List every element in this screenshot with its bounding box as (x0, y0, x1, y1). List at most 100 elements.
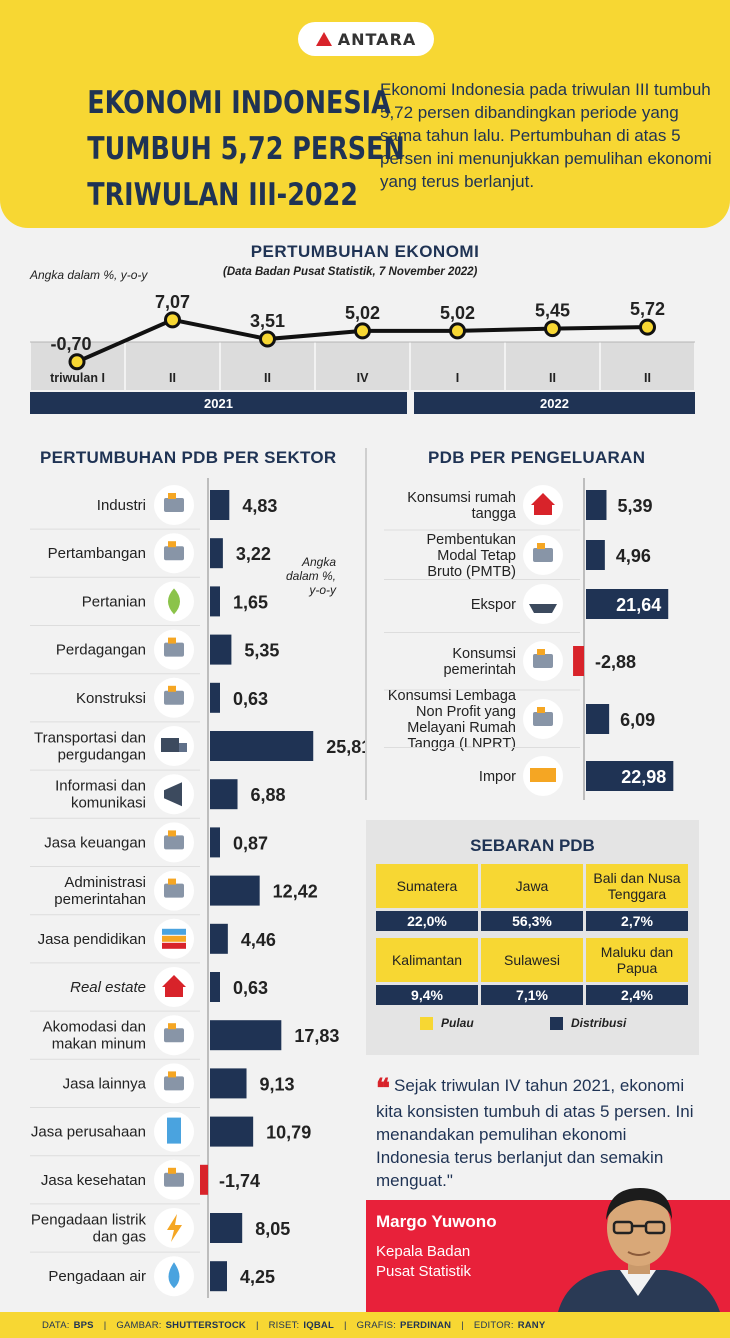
spending-label: Tangga (LNPRT) (407, 736, 516, 752)
quarter-label: II (169, 371, 176, 385)
growth-point (354, 322, 371, 340)
quarter-cell (506, 342, 599, 390)
footer-value-editor: RANY (517, 1319, 546, 1331)
generic-accent (168, 685, 176, 692)
doctor-icon-glyph (164, 1167, 184, 1187)
sector-unit-note: dalam %, (286, 569, 336, 583)
speaker-role: Kepala Badan Pusat Statistik (376, 1242, 471, 1282)
speaker-portrait-icon (558, 1188, 720, 1312)
book-shape (162, 935, 186, 942)
footer-key-data: DATA: (42, 1319, 70, 1331)
legend-pulau-swatch (420, 1016, 433, 1030)
spending-label: Pembentukan (427, 532, 516, 548)
sebaran-pdb-panel: SEBARAN PDB Sumatera Jawa Bali dan Nusa … (366, 820, 699, 1055)
sector-section-title: PERTUMBUHAN PDB PER SEKTOR (40, 448, 337, 467)
sector-label: Jasa lainnya (63, 1075, 147, 1092)
quarter-label: triwulan I (50, 371, 105, 385)
growth-point (164, 311, 181, 329)
sector-label: pergudangan (58, 747, 146, 764)
shop-icon-glyph (164, 637, 184, 657)
sector-bar (210, 538, 223, 569)
spending-label: pemerintah (443, 662, 516, 678)
generic-shape (164, 690, 184, 705)
region-jawa: Jawa (481, 864, 583, 908)
spending-label: Modal Tetap (437, 548, 516, 564)
quarter-cell (411, 342, 504, 390)
header-banner: ANTARA EKONOMI INDONESIA TUMBUH 5,72 PER… (0, 0, 730, 228)
region-sulawesi: Sulawesi (481, 938, 583, 982)
year-band (30, 392, 407, 414)
footer-key-grafis: GRAFIS: (356, 1319, 397, 1331)
sector-bar (210, 586, 220, 617)
generic-accent (168, 541, 176, 548)
quarter-label: I (456, 371, 459, 385)
sector-value-label: 4,83 (242, 496, 277, 516)
sector-axis (207, 478, 209, 1298)
antara-logo: ANTARA (298, 22, 434, 56)
sector-label: Industri (97, 497, 146, 514)
growth-value-label: 5,72 (630, 299, 665, 319)
spending-bar (586, 761, 674, 791)
speaker-role-line-1: Kepala Badan (376, 1243, 471, 1260)
sector-value-label: -1,74 (219, 1171, 260, 1191)
quarter-cell (601, 342, 694, 390)
share-kalimantan: 9,4% (376, 985, 478, 1005)
sector-label: Pengadaan listrik (31, 1212, 147, 1229)
factory-icon-glyph (164, 493, 184, 512)
sector-value-label: 4,46 (241, 930, 276, 950)
sector-value-label: 10,79 (266, 1123, 311, 1143)
footer-key-gambar: GAMBAR: (116, 1319, 162, 1331)
spending-section-title: PDB PER PENGELUARAN (428, 448, 646, 467)
sector-value-label: 0,87 (233, 833, 268, 853)
section-divider (365, 448, 367, 800)
growth-value-label: 3,51 (250, 311, 285, 331)
region-sumatera: Sumatera (376, 864, 478, 908)
horn-shape (164, 782, 182, 807)
spending-value-label: 4,96 (616, 546, 651, 566)
truck-body (161, 738, 179, 752)
ship-shape (529, 604, 557, 613)
charity-icon-glyph (533, 707, 553, 726)
sector-label: Pertambangan (48, 545, 146, 562)
sector-label: Jasa perusahaan (31, 1124, 146, 1141)
growth-value-label: 5,02 (345, 303, 380, 323)
spending-bar (586, 589, 669, 619)
office-worker-icon-glyph (164, 878, 184, 898)
spending-label: Impor (479, 769, 516, 785)
generic-shape (533, 654, 553, 668)
spending-bar (573, 646, 584, 676)
title-line-3: TRIWULAN III-2022 (87, 177, 358, 213)
generic-accent (168, 493, 176, 499)
sector-label: Perdagangan (56, 642, 146, 659)
house-shape (531, 493, 555, 515)
footer-value-grafis: PERDINAN (400, 1319, 452, 1331)
construction-icon-glyph (533, 543, 553, 562)
sector-bar (210, 972, 220, 1002)
generic-accent (168, 1023, 176, 1030)
quote-block: ❝ Sejak triwulan IV tahun 2021, ekonomi k… (376, 1074, 696, 1192)
legend-pulau-label: Pulau (441, 1016, 474, 1030)
growth-source-note: (Data Badan Pusat Statistik, 7 November … (223, 266, 478, 278)
truck-cab (179, 743, 187, 752)
growth-unit-note: Angka dalam %, y-o-y (30, 268, 148, 282)
sector-label: Jasa keuangan (44, 834, 146, 851)
gear-person-icon-glyph (164, 1071, 184, 1091)
sector-bar (210, 779, 238, 810)
sector-bar (210, 1213, 243, 1243)
sebaran-title: SEBARAN PDB (470, 836, 595, 855)
sector-bar (200, 1164, 208, 1195)
megaphone-icon-glyph (164, 782, 182, 807)
sector-bar (210, 923, 228, 954)
quarter-label: II (549, 371, 556, 385)
growth-value-label: 7,07 (155, 292, 190, 312)
truck-icon-glyph (161, 738, 187, 752)
quarter-cell (126, 342, 219, 390)
quote-text: Sejak triwulan IV tahun 2021, ekonomi ki… (376, 1076, 694, 1190)
sector-value-label: 25,81 (326, 737, 365, 757)
region-bali-nusa-tenggara: Bali dan Nusa Tenggara (586, 864, 688, 908)
book-shape (162, 928, 186, 935)
spending-label: tangga (472, 506, 517, 522)
